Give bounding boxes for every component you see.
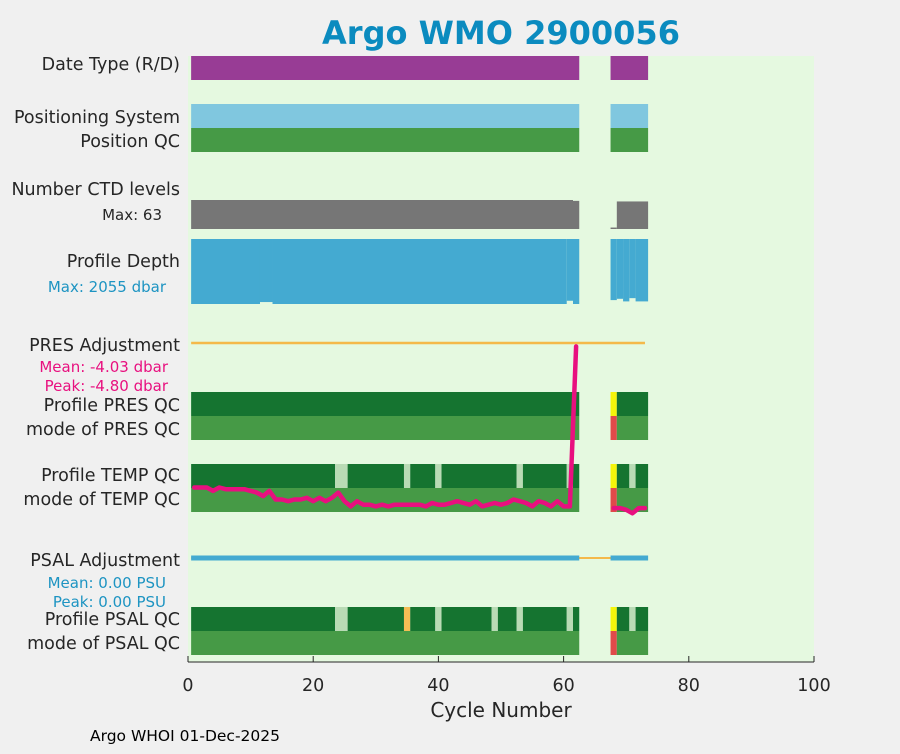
label-mode-pres-qc: mode of PRES QC [26, 420, 180, 440]
profile-depth-bar [629, 239, 636, 299]
label-position-qc: Position QC [80, 132, 180, 152]
x-tick-label: 80 [678, 676, 700, 696]
profile-temp-qc-bar [572, 464, 580, 488]
chart-title: Argo WMO 2900056 [322, 14, 680, 52]
profile-depth-bar [635, 239, 649, 302]
profile-psal-qc-bar [435, 607, 442, 631]
x-axis-label: Cycle Number [430, 698, 572, 722]
position-qc-bar [610, 128, 649, 152]
profile-psal-qc-bar [516, 607, 523, 631]
mode-psal-qc-bar [191, 631, 580, 655]
date-type-bar [610, 56, 649, 80]
profile-pres-qc-bar [191, 392, 580, 416]
profile-psal-qc-bar [572, 607, 580, 631]
positioning-system-bar [191, 104, 580, 128]
date-type-bar [191, 56, 580, 80]
profile-depth-bar [259, 239, 273, 303]
mode-psal-qc-bar [616, 631, 649, 655]
mode-psal-qc-bar [610, 631, 617, 655]
positioning-system-bar [610, 104, 649, 128]
profile-psal-qc-bar [497, 607, 517, 631]
label-positioning-system: Positioning System [14, 108, 180, 128]
profile-psal-qc-bar [191, 607, 336, 631]
profile-depth-bar [616, 239, 624, 299]
profile-temp-qc-bar [191, 464, 336, 488]
ctd-level-bar [572, 200, 580, 229]
profile-depth-bar [572, 239, 580, 304]
label-profile-temp-qc: Profile TEMP QC [41, 466, 180, 486]
label-pres-peak: Peak: -4.80 dbar [45, 377, 169, 395]
profile-temp-qc-bar [347, 464, 404, 488]
profile-psal-qc-bar [441, 607, 492, 631]
label-psal-peak: Peak: 0.00 PSU [53, 593, 166, 611]
profile-psal-qc-bar [410, 607, 436, 631]
label-date-type: Date Type (R/D) [42, 55, 180, 75]
profile-psal-qc-bar [335, 607, 348, 631]
pres-adjustment-line [611, 505, 648, 516]
profile-psal-qc-bar [635, 607, 649, 631]
profile-psal-qc-bar [491, 607, 498, 631]
profile-psal-qc-bar [629, 607, 636, 631]
pres-adjustment-line [192, 344, 579, 509]
profile-temp-qc-bar [629, 464, 636, 488]
footer-credit: Argo WHOI 01-Dec-2025 [90, 727, 280, 745]
profile-depth-bar [623, 239, 630, 302]
profile-depth-bar [566, 239, 573, 301]
label-pres-mean: Mean: -4.03 dbar [39, 358, 169, 376]
profile-depth-bar [191, 239, 260, 304]
x-tick-label: 60 [552, 676, 574, 696]
profile-temp-qc-bar [335, 464, 348, 488]
mode-temp-qc-bar [610, 488, 617, 512]
profile-temp-qc-bar [435, 464, 442, 488]
label-ctd-max: Max: 63 [102, 206, 162, 224]
profile-temp-qc-bar [516, 464, 523, 488]
plot-background [188, 56, 814, 662]
label-psal-mean: Mean: 0.00 PSU [48, 574, 166, 592]
profile-temp-qc-bar [403, 464, 411, 488]
label-mode-psal-qc: mode of PSAL QC [27, 634, 180, 654]
position-qc-bar [191, 128, 580, 152]
label-profile-psal-qc: Profile PSAL QC [45, 610, 180, 630]
mode-pres-qc-bar [616, 416, 649, 440]
profile-psal-qc-bar [610, 607, 617, 631]
profile-temp-qc-bar [522, 464, 567, 488]
profile-psal-qc-bar [347, 607, 404, 631]
profile-pres-qc-bar [616, 392, 649, 416]
profile-psal-qc-bar [403, 607, 411, 631]
profile-depth-bar [610, 239, 617, 301]
profile-psal-qc-bar [566, 607, 573, 631]
label-mode-temp-qc: mode of TEMP QC [23, 490, 180, 510]
x-tick-label: 100 [797, 676, 830, 696]
profile-temp-qc-bar [616, 464, 630, 488]
x-tick-label: 20 [302, 676, 324, 696]
ctd-level-bar [191, 200, 573, 229]
label-pres-adjustment: PRES Adjustment [29, 336, 180, 356]
label-ctd-levels: Number CTD levels [11, 180, 180, 200]
profile-psal-qc-bar [616, 607, 630, 631]
label-profile-pres-qc: Profile PRES QC [44, 396, 180, 416]
profile-temp-qc-bar [610, 464, 617, 488]
ctd-level-bar [610, 227, 617, 229]
profile-psal-qc-bar [522, 607, 567, 631]
profile-depth-bar [272, 239, 567, 304]
profile-pres-qc-bar [610, 392, 617, 416]
profile-temp-qc-bar [441, 464, 517, 488]
profile-temp-qc-bar [410, 464, 436, 488]
label-psal-adjustment: PSAL Adjustment [30, 551, 180, 571]
mode-pres-qc-bar [191, 416, 580, 440]
ctd-level-bar [616, 201, 649, 229]
label-depth-max: Max: 2055 dbar [48, 278, 167, 296]
label-profile-depth: Profile Depth [67, 252, 180, 272]
x-tick-label: 0 [182, 676, 193, 696]
x-tick-label: 40 [427, 676, 449, 696]
profile-temp-qc-bar [635, 464, 649, 488]
mode-pres-qc-bar [610, 416, 617, 440]
